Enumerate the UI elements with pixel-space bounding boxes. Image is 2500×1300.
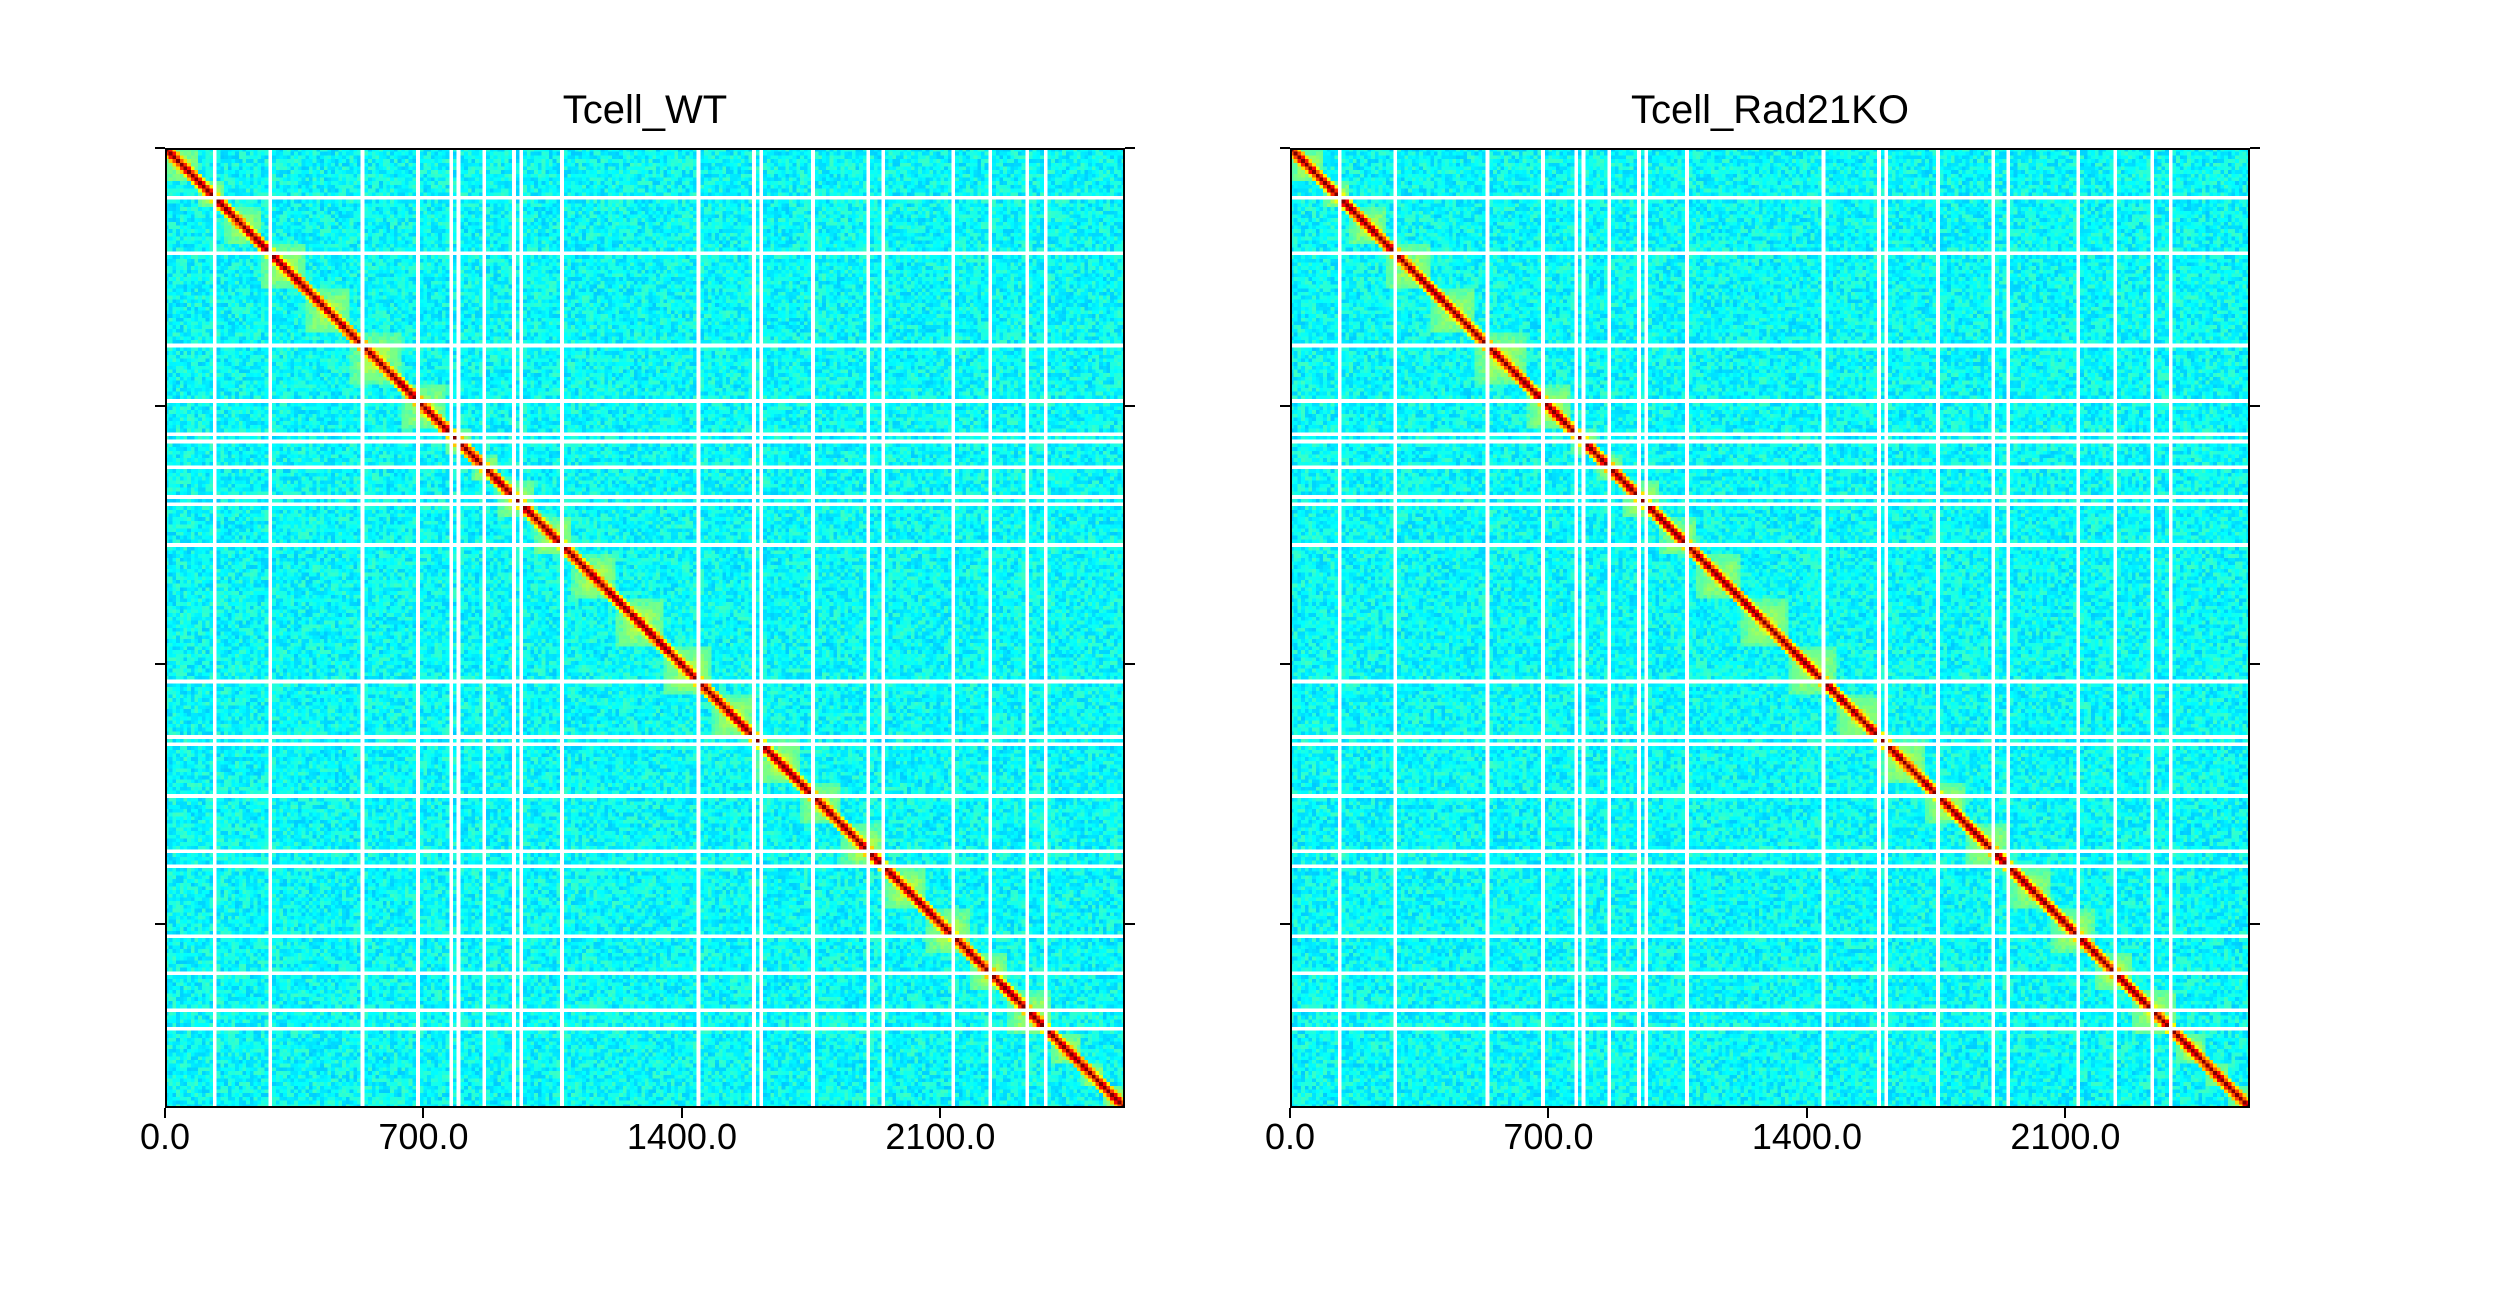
ytick-mark (155, 147, 165, 149)
xtick-label: 2100.0 (885, 1116, 995, 1158)
xtick-label: 1400.0 (627, 1116, 737, 1158)
ytick-mark (1125, 663, 1135, 665)
ytick-mark (2250, 147, 2260, 149)
ytick-mark (1280, 147, 1290, 149)
ytick-mark (2250, 663, 2260, 665)
axes-frame (165, 148, 1125, 1108)
panel-title: Tcell_WT (165, 88, 1125, 133)
panel-right: Tcell_Rad21KO0.0700.01400.02100.0 (1290, 148, 2250, 1108)
xtick-label: 0.0 (1265, 1116, 1315, 1158)
xtick-label: 0.0 (140, 1116, 190, 1158)
panel-left: Tcell_WT0.0700.01400.02100.0 (165, 148, 1125, 1108)
ytick-mark (1125, 405, 1135, 407)
ytick-mark (1280, 923, 1290, 925)
panel-title: Tcell_Rad21KO (1290, 88, 2250, 133)
xtick-label: 700.0 (1503, 1116, 1593, 1158)
xtick-label: 2100.0 (2010, 1116, 2120, 1158)
ytick-mark (1125, 147, 1135, 149)
ytick-mark (155, 923, 165, 925)
ytick-mark (1125, 923, 1135, 925)
ytick-mark (155, 663, 165, 665)
xtick-label: 1400.0 (1752, 1116, 1862, 1158)
xtick-label: 700.0 (378, 1116, 468, 1158)
ytick-mark (1280, 405, 1290, 407)
ytick-mark (2250, 405, 2260, 407)
figure: Tcell_WT0.0700.01400.02100.0Tcell_Rad21K… (0, 0, 2500, 1300)
ytick-mark (155, 405, 165, 407)
ytick-mark (2250, 923, 2260, 925)
ytick-mark (1280, 663, 1290, 665)
axes-frame (1290, 148, 2250, 1108)
